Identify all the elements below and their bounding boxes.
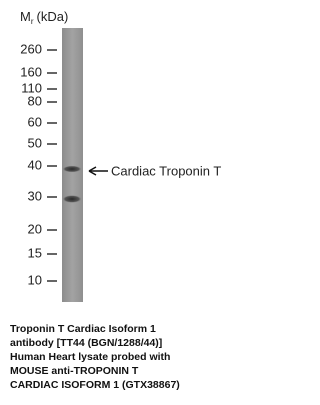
- marker-ticks: [47, 49, 57, 282]
- band-arrow: [88, 166, 108, 176]
- caption: Troponin T Cardiac Isoform 1 antibody [T…: [10, 323, 180, 391]
- header-symbol: M: [20, 9, 31, 24]
- marker-label: 50: [28, 135, 42, 150]
- marker-label: 60: [28, 114, 42, 129]
- marker-ladder: 260 160 110 80 60 50 40 30 20 15 10: [20, 41, 57, 287]
- blot-lane: [62, 28, 83, 302]
- marker-label: 20: [28, 221, 42, 236]
- mw-header: Mr (kDa): [20, 9, 68, 26]
- caption-line: Troponin T Cardiac Isoform 1: [10, 323, 156, 335]
- caption-line: Human Heart lysate probed with: [10, 351, 170, 363]
- marker-label: 160: [20, 64, 42, 79]
- blot-band: [62, 165, 82, 173]
- marker-label: 260: [20, 41, 42, 56]
- marker-label: 15: [28, 245, 42, 260]
- caption-line: MOUSE anti-TROPONIN T: [10, 365, 139, 377]
- band-label: Cardiac Troponin T: [111, 163, 221, 178]
- page: {"header": {"symbol": "M", "subscript": …: [10, 9, 222, 391]
- blot-band: [62, 195, 82, 203]
- figure: Mr (kDa) 260 160 110 80 60 50 40 30 20 15…: [10, 9, 221, 391]
- marker-label: 80: [28, 93, 42, 108]
- caption-line: CARDIAC ISOFORM 1 (GTX38867): [10, 379, 180, 391]
- caption-line: antibody [TT44 (BGN/1288/44)]: [10, 337, 162, 349]
- marker-label: 40: [28, 157, 42, 172]
- header-subscript: r: [31, 17, 34, 26]
- marker-label: 30: [28, 188, 42, 203]
- header-unit: (kDa): [37, 9, 69, 24]
- marker-label: 10: [28, 272, 42, 287]
- marker-label: 110: [21, 80, 42, 95]
